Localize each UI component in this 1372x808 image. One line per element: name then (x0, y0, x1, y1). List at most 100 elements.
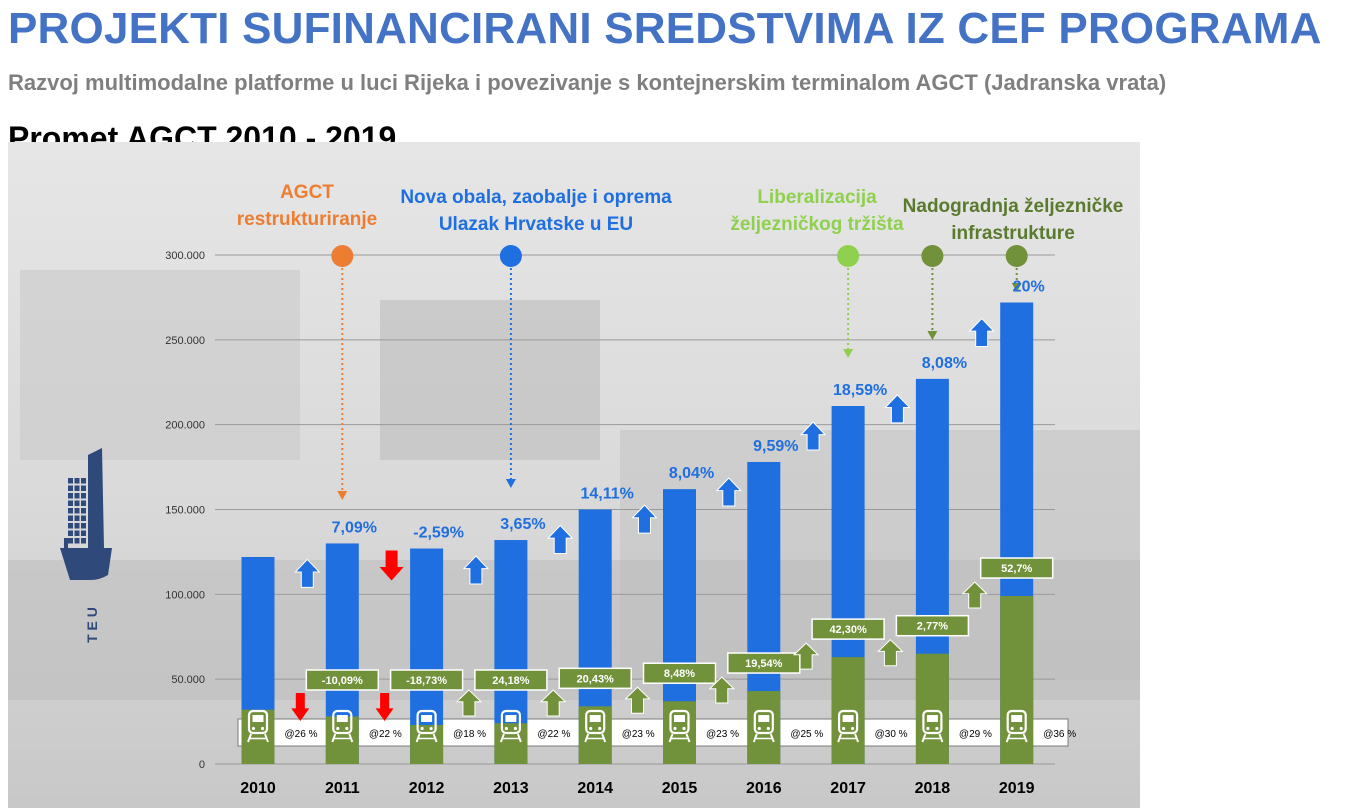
rail-share-label: @22 % (537, 729, 570, 740)
milestone-dot (1005, 245, 1028, 267)
rail-growth-box (558, 667, 632, 690)
x-tick-label: 2016 (746, 780, 782, 797)
milestone-dot (499, 245, 522, 267)
y-tick-label: 150.000 (165, 505, 205, 517)
annotation-liberalization: Liberalizacija željezničkog tržišta (730, 187, 904, 235)
y-tick-label: 50.000 (171, 674, 205, 686)
bar-rail (325, 716, 359, 764)
x-tick-label: 2014 (577, 780, 613, 797)
rail-growth-label: -18,73% (406, 675, 447, 687)
arrow-down-icon (379, 550, 404, 581)
arrow-up-icon (877, 639, 904, 667)
total-growth-label: 8,08% (922, 355, 967, 372)
rail-share-label: @36 % (1043, 729, 1076, 740)
rail-growth-box (811, 618, 885, 640)
milestone-pointer-head (505, 479, 516, 488)
labels: 0 50.000 100.000 150.000 200.000 250.000 300.0… (84, 250, 1076, 797)
arrow-up-icon (547, 524, 574, 554)
annotation-rail-upgrade: Nadogradnja željezničke infrastrukture (902, 196, 1124, 244)
rail-growth-label: 2,77% (917, 621, 948, 633)
milestone-dot (837, 245, 860, 267)
rail-share-label: @18 % (453, 729, 486, 740)
rail-share-label: @26 % (285, 729, 318, 740)
arrow-down-icon (291, 693, 310, 721)
x-tick-label: 2013 (493, 780, 529, 797)
arrow-up-icon (884, 394, 911, 424)
rail-share-label: @25 % (790, 729, 823, 740)
crane-silhouette (20, 270, 300, 460)
page-title: PROJEKTI SUFINANCIRANI SREDSTVIMA IZ CEF… (8, 4, 1322, 53)
page-subtitle: Razvoj multimodalne platforme u luci Rij… (8, 70, 1167, 95)
x-tick-label: 2018 (915, 780, 951, 797)
train-icon (499, 709, 522, 743)
total-growth-label: 7,09% (332, 519, 377, 536)
x-tick-label: 2012 (409, 780, 445, 797)
y-tick-label: 300.000 (165, 250, 205, 262)
milestone-dot (921, 245, 944, 267)
rail-share-label: @29 % (959, 729, 992, 740)
rail-growth-label: 42,30% (829, 624, 867, 636)
bar-rail (578, 706, 612, 764)
rail-share-label: @23 % (622, 729, 655, 740)
total-growth-label: 14,11% (581, 486, 634, 503)
arrow-up-icon (715, 477, 742, 507)
milestone-pointer-head (843, 349, 854, 358)
annotation-restructuring: AGCT restrukturiranje (236, 182, 378, 230)
train-icon (331, 709, 354, 743)
bar-rail (1000, 596, 1034, 764)
arrow-up-icon (455, 689, 483, 717)
annotation-new-quay: Nova obala, zaobalje i oprema Ulazak Hrva… (400, 187, 672, 235)
total-growth-label: -2,59% (413, 525, 464, 542)
rail-growth-box (305, 669, 380, 691)
total-growth-label: 3,65% (500, 516, 545, 533)
bar-rail (915, 653, 949, 764)
x-tick-label: 2011 (325, 780, 360, 797)
crane-silhouette (380, 300, 600, 460)
x-tick-label: 2019 (999, 780, 1035, 797)
train-icon (752, 709, 775, 743)
arrow-up-icon (792, 642, 820, 670)
milestone-pointer-head (927, 331, 938, 340)
rail-growth-label: 52,7% (1001, 563, 1032, 575)
y-tick-label: 200.000 (165, 420, 205, 432)
train-icon (837, 709, 860, 743)
x-tick-label: 2017 (830, 780, 866, 797)
arrow-up-icon (968, 317, 995, 348)
train-icon (668, 709, 691, 743)
y-axis-label: T E U (84, 607, 100, 643)
arrow-up-icon (799, 421, 827, 451)
bar-rail (494, 723, 528, 764)
bar-rail (747, 691, 781, 764)
train-icon (415, 709, 438, 743)
rail-growth-label: 8,48% (664, 668, 695, 680)
rail-growth-label: 20,43% (577, 673, 615, 685)
total-growth-label: 20% (1013, 279, 1045, 296)
rail-growth-box (979, 557, 1054, 579)
bar-rail (410, 724, 444, 764)
arrow-up-icon (462, 555, 490, 585)
ship-icon (60, 448, 112, 580)
markers (60, 245, 1028, 743)
milestone-pointer-head (1011, 283, 1022, 292)
arrow-down-icon (375, 693, 394, 721)
total-growth-label: 8,04% (669, 465, 714, 482)
rail-growth-box (895, 614, 970, 637)
train-icon (921, 709, 944, 743)
rail-share-label: @22 % (369, 729, 402, 740)
milestone-pointer-head (337, 491, 348, 500)
arrow-up-icon (294, 558, 321, 588)
train-icon (1005, 709, 1028, 743)
arrow-up-icon (624, 686, 651, 714)
rail-growth-label: 24,18% (492, 675, 530, 687)
rail-growth-box (474, 669, 548, 691)
milestone-dot (331, 245, 354, 267)
y-tick-label: 100.000 (165, 589, 205, 601)
arrow-up-icon (631, 504, 658, 534)
arrow-up-icon (961, 581, 988, 609)
rail-growth-label: -10,09% (322, 675, 363, 687)
rail-growth-box (389, 669, 464, 691)
y-tick-label: 0 (199, 759, 205, 771)
total-growth-label: 18,59% (833, 382, 887, 399)
x-tick-label: 2010 (240, 780, 276, 797)
